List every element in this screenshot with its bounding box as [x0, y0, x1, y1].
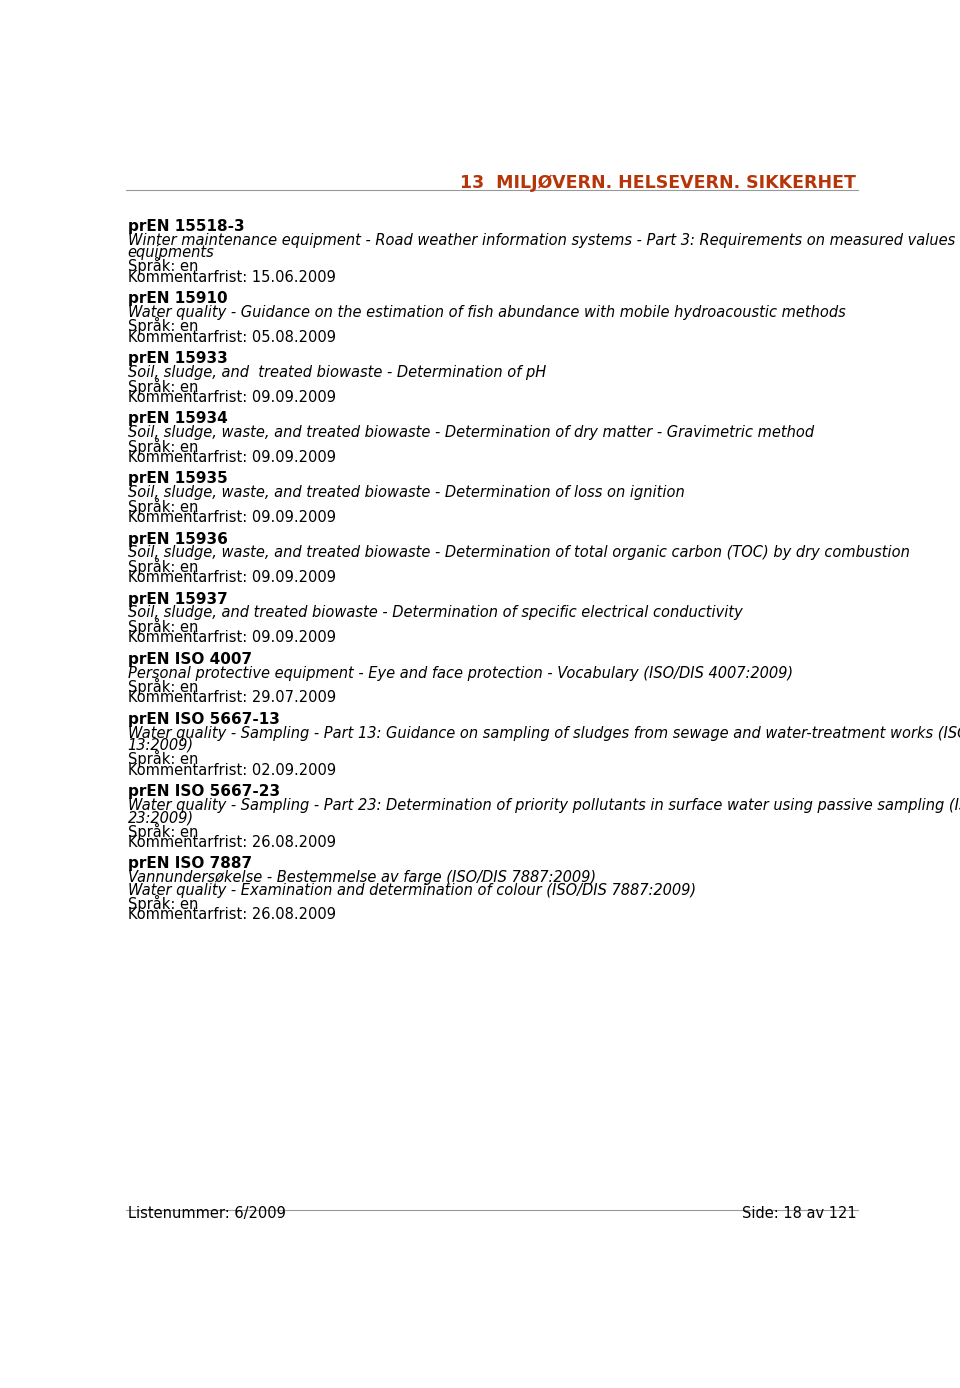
- Text: Språk: en: Språk: en: [128, 498, 198, 515]
- Text: Språk: en: Språk: en: [128, 823, 198, 840]
- Text: Språk: en: Språk: en: [128, 378, 198, 394]
- Text: Soil, sludge, waste, and treated biowaste - Determination of total organic carbo: Soil, sludge, waste, and treated biowast…: [128, 545, 910, 561]
- Text: 13  MILJØVERN. HELSEVERN. SIKKERHET: 13 MILJØVERN. HELSEVERN. SIKKERHET: [461, 175, 856, 193]
- Text: Språk: en: Språk: en: [128, 318, 198, 335]
- Text: Vannundersøkelse - Bestemmelse av farge (ISO/DIS 7887:2009): Vannundersøkelse - Bestemmelse av farge …: [128, 870, 596, 886]
- Text: Kommentarfrist: 29.07.2009: Kommentarfrist: 29.07.2009: [128, 690, 336, 705]
- Text: prEN ISO 5667-13: prEN ISO 5667-13: [128, 712, 279, 727]
- Text: Personal protective equipment - Eye and face protection - Vocabulary (ISO/DIS 40: Personal protective equipment - Eye and …: [128, 665, 793, 680]
- Text: Språk: en: Språk: en: [128, 751, 198, 768]
- Text: prEN 15910: prEN 15910: [128, 291, 228, 307]
- Text: Water quality - Sampling - Part 13: Guidance on sampling of sludges from sewage : Water quality - Sampling - Part 13: Guid…: [128, 726, 960, 741]
- Text: Språk: en: Språk: en: [128, 677, 198, 695]
- Text: Soil, sludge, waste, and treated biowaste - Determination of loss on ignition: Soil, sludge, waste, and treated biowast…: [128, 486, 684, 500]
- Text: Språk: en: Språk: en: [128, 257, 198, 275]
- Text: prEN 15933: prEN 15933: [128, 351, 228, 366]
- Text: Side: 18 av 121: Side: 18 av 121: [742, 1206, 856, 1221]
- Text: 13:2009): 13:2009): [128, 738, 194, 752]
- Text: Kommentarfrist: 09.09.2009: Kommentarfrist: 09.09.2009: [128, 630, 336, 645]
- Text: Listenummer: 6/2009: Listenummer: 6/2009: [128, 1206, 286, 1221]
- Text: Kommentarfrist: 09.09.2009: Kommentarfrist: 09.09.2009: [128, 450, 336, 465]
- Text: Water quality - Sampling - Part 23: Determination of priority pollutants in surf: Water quality - Sampling - Part 23: Dete…: [128, 798, 960, 813]
- Text: prEN 15936: prEN 15936: [128, 532, 228, 547]
- Text: prEN ISO 7887: prEN ISO 7887: [128, 856, 252, 872]
- Text: Kommentarfrist: 02.09.2009: Kommentarfrist: 02.09.2009: [128, 762, 336, 777]
- Text: Soil, sludge, waste, and treated biowaste - Determination of dry matter - Gravim: Soil, sludge, waste, and treated biowast…: [128, 425, 814, 440]
- Text: 23:2009): 23:2009): [128, 811, 194, 826]
- Text: Winter maintenance equipment - Road weather information systems - Part 3: Requir: Winter maintenance equipment - Road weat…: [128, 233, 960, 248]
- Text: Kommentarfrist: 26.08.2009: Kommentarfrist: 26.08.2009: [128, 836, 336, 849]
- Text: Språk: en: Språk: en: [128, 558, 198, 575]
- Text: prEN 15937: prEN 15937: [128, 591, 228, 607]
- Text: Kommentarfrist: 09.09.2009: Kommentarfrist: 09.09.2009: [128, 570, 336, 584]
- Text: prEN 15518-3: prEN 15518-3: [128, 219, 245, 235]
- Text: Kommentarfrist: 26.08.2009: Kommentarfrist: 26.08.2009: [128, 908, 336, 922]
- Text: prEN 15934: prEN 15934: [128, 411, 228, 426]
- Text: Water quality - Guidance on the estimation of fish abundance with mobile hydroac: Water quality - Guidance on the estimati…: [128, 305, 846, 321]
- Text: Water quality - Examination and determination of colour (ISO/DIS 7887:2009): Water quality - Examination and determin…: [128, 883, 696, 898]
- Text: Kommentarfrist: 09.09.2009: Kommentarfrist: 09.09.2009: [128, 390, 336, 405]
- Text: Kommentarfrist: 09.09.2009: Kommentarfrist: 09.09.2009: [128, 509, 336, 525]
- Text: Soil, sludge, and  treated biowaste - Determination of pH: Soil, sludge, and treated biowaste - Det…: [128, 365, 546, 380]
- Text: equipments: equipments: [128, 246, 214, 260]
- Text: prEN 15935: prEN 15935: [128, 472, 228, 486]
- Text: Språk: en: Språk: en: [128, 437, 198, 455]
- Text: prEN ISO 4007: prEN ISO 4007: [128, 651, 252, 666]
- Text: prEN ISO 5667-23: prEN ISO 5667-23: [128, 784, 280, 799]
- Text: Soil, sludge, and treated biowaste - Determination of specific electrical conduc: Soil, sludge, and treated biowaste - Det…: [128, 605, 742, 620]
- Text: Kommentarfrist: 15.06.2009: Kommentarfrist: 15.06.2009: [128, 269, 336, 285]
- Text: Språk: en: Språk: en: [128, 618, 198, 634]
- Text: Kommentarfrist: 05.08.2009: Kommentarfrist: 05.08.2009: [128, 330, 336, 344]
- Text: Språk: en: Språk: en: [128, 895, 198, 912]
